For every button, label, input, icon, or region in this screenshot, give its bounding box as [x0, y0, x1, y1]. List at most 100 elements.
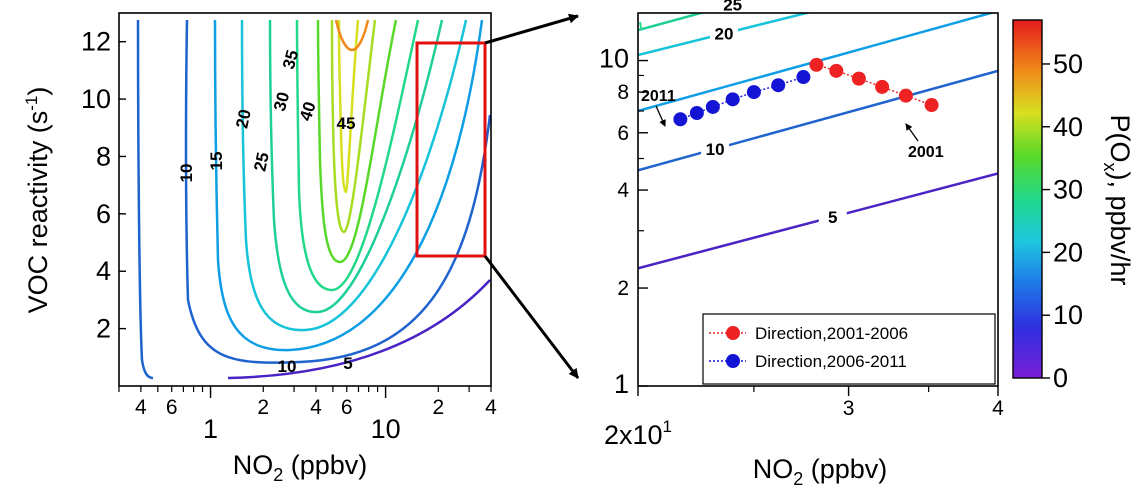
right-y-tick-label: 2 — [617, 277, 629, 300]
contour-label-bg — [701, 139, 730, 158]
colorbar-label: P(Ox), ppbv/hr — [1100, 114, 1134, 285]
contour-10-line — [184, 19, 491, 364]
right-y-axis: 1 2 4 6 8 10 — [599, 44, 648, 399]
contour-15-line — [213, 19, 484, 352]
right-y-tick-label: 1 — [614, 369, 629, 399]
series-1-point — [771, 78, 786, 93]
series-0-point — [924, 98, 939, 113]
right-contour-label: 20 — [715, 25, 734, 44]
right-x-axis-label: NO2 (ppbv) — [753, 454, 888, 489]
right-x-tick-label: 4 — [992, 397, 1004, 420]
left-x-minor-label: 2 — [432, 396, 444, 419]
left-y-axis: 2 4 6 8 10 12 — [81, 27, 126, 344]
left-y-tick-label: 12 — [81, 27, 111, 57]
right-contour-label: 5 — [828, 208, 837, 227]
right-contour-panel: 5 10 20 25 1 2 4 6 8 10 2x101 3 4 2011 2001 Direct… — [599, 0, 1004, 489]
left-x-minor-label: 4 — [135, 396, 147, 419]
legend-label-blue: Direction,2006-2011 — [755, 352, 907, 371]
series-1-point — [746, 85, 761, 100]
series-0-point — [898, 88, 913, 103]
series-0-point — [829, 63, 844, 78]
contour-label-bg — [718, 0, 747, 13]
legend: Direction,2001-2006 Direction,2006-2011 — [702, 313, 996, 385]
right-x-tick-label: 3 — [843, 397, 855, 420]
right-plot-frame — [637, 12, 999, 387]
series-1-point — [796, 70, 811, 85]
series-1-point — [689, 106, 704, 121]
left-x-minor-label: 6 — [166, 396, 178, 419]
legend-label-red: Direction,2001-2006 — [755, 324, 908, 343]
green-mark — [639, 21, 642, 29]
series-1-point — [705, 99, 720, 114]
left-x-minor-label: 6 — [341, 396, 353, 419]
contour-label-bg — [818, 206, 847, 225]
left-x-axis: 1 104 6 2 4 6 2 4 — [118, 386, 497, 444]
zoom-arrow-bottom — [483, 255, 580, 379]
colorbar: 0 10 20 30 40 50 P(Ox), ppbv/hr — [1012, 19, 1134, 393]
contour-5-line — [227, 279, 491, 380]
contour-40-line — [330, 19, 377, 234]
left-y-tick-label: 8 — [96, 141, 111, 171]
series-1-point — [673, 112, 688, 127]
colorbar-tick-label: 40 — [1053, 112, 1083, 142]
contour-5-line — [638, 172, 998, 270]
left-contour-lines — [136, 19, 491, 380]
left-contour-label: 45 — [337, 114, 356, 133]
left-contour-label: 10 — [278, 357, 297, 376]
left-contour-label: 35 — [279, 48, 302, 71]
contour-45-line — [337, 19, 360, 194]
right-y-tick-label: 6 — [617, 122, 629, 145]
right-y-tick-label: 4 — [617, 179, 629, 202]
contour-label-bg — [709, 23, 738, 42]
left-plot-frame — [118, 12, 492, 387]
zoom-box — [415, 41, 487, 258]
left-contour-label: 10 — [177, 164, 196, 183]
right-x-axis: 2x101 3 4 — [604, 386, 1004, 450]
left-y-axis-label: VOC reactivity (s-1) — [22, 87, 53, 314]
series-0-point — [875, 79, 890, 94]
left-y-tick-label: 4 — [96, 256, 111, 286]
left-contour-label: 20 — [232, 108, 255, 130]
right-x-tick-label: 2x101 — [604, 417, 672, 450]
contour-30-line — [295, 19, 420, 292]
contour-10b-line — [136, 19, 154, 380]
contour-10-line — [638, 69, 998, 172]
left-x-minor-label: 4 — [310, 396, 322, 419]
annotation-2011-text: 2011 — [641, 88, 676, 105]
left-y-tick-label: 2 — [96, 314, 111, 344]
left-x-axis-label: NO2 (ppbv) — [233, 450, 368, 485]
right-contour-labels: 5 10 20 25 — [701, 0, 847, 227]
legend-box — [702, 313, 996, 385]
left-contour-label: 40 — [296, 99, 320, 123]
series-0-point — [851, 71, 866, 86]
left-x-major-label: 10 — [371, 414, 401, 444]
zoom-arrow-top — [484, 13, 579, 45]
left-x-major-label: 1 — [203, 414, 218, 444]
colorbar-ticks: 0 10 20 30 40 50 — [1042, 49, 1083, 393]
left-x-minor-label: 4 — [485, 396, 497, 419]
left-contour-label: 15 — [207, 152, 226, 171]
colorbar-tick-label: 30 — [1053, 175, 1083, 205]
series-1-point — [725, 92, 740, 107]
contour-25-line — [638, 13, 706, 32]
colorbar-tick-label: 0 — [1053, 363, 1068, 393]
colorbar-gradient — [1012, 19, 1043, 379]
colorbar-tick-label: 50 — [1053, 49, 1083, 79]
right-y-tick-label: 8 — [617, 81, 629, 104]
right-contour-label: 25 — [723, 0, 742, 14]
contour-50-line — [334, 19, 370, 52]
contour-25-line — [268, 19, 444, 314]
colorbar-tick-label: 20 — [1053, 237, 1083, 267]
right-contour-label: 10 — [706, 140, 725, 159]
contour-20-line — [240, 19, 468, 332]
trajectory-series — [673, 57, 939, 127]
annotation-2001-arrow — [905, 123, 919, 142]
legend-marker-blue — [726, 354, 740, 368]
annotation-2011: 2011 — [641, 88, 676, 127]
right-y-tick-label: 10 — [599, 44, 629, 74]
colorbar-tick-label: 10 — [1053, 300, 1083, 330]
series-0-point — [809, 57, 824, 72]
left-contour-label: 5 — [343, 354, 352, 373]
